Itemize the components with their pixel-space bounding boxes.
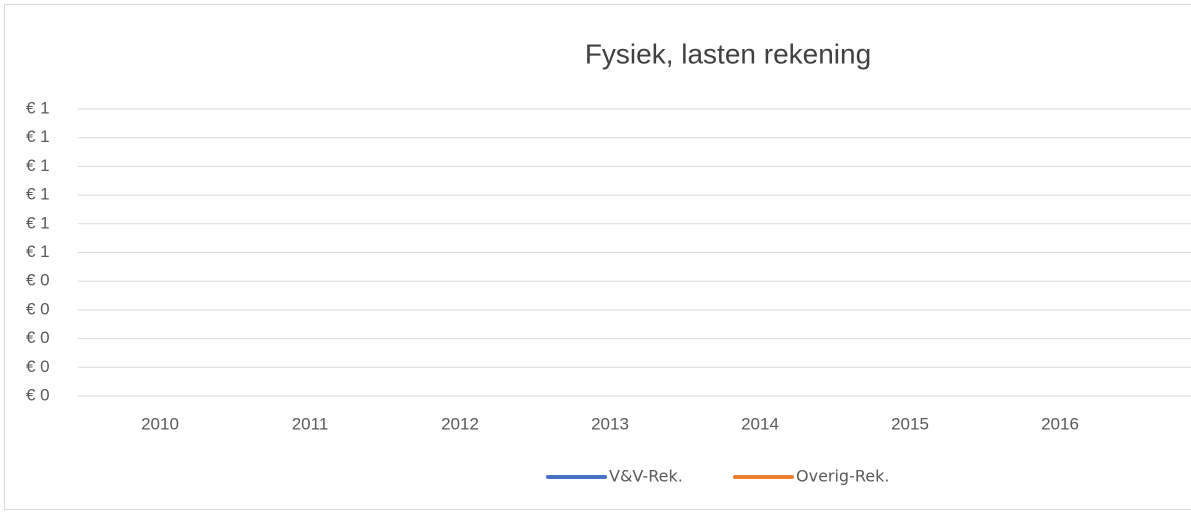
y-tick-label: € 1 [26,242,50,261]
y-tick-label: € 0 [26,328,50,347]
y-tick-label: € 0 [26,357,50,376]
chart-border [4,4,1191,510]
y-tick-label: € 0 [26,271,50,290]
x-tick-label: 2016 [1041,414,1079,433]
chart-title: Fysiek, lasten rekening [585,38,871,69]
y-tick-label: € 0 [26,385,50,404]
y-tick-label: € 0 [26,299,50,318]
y-tick-label: € 1 [26,156,50,175]
y-tick-label: € 1 [26,98,50,117]
y-tick-label: € 1 [26,213,50,232]
x-tick-label: 2013 [591,414,629,433]
x-tick-label: 2010 [141,414,179,433]
y-tick-label: € 1 [26,127,50,146]
legend-label: V&V-Rek. [609,467,683,486]
x-tick-label: 2011 [292,414,329,433]
x-tick-label: 2015 [891,414,929,433]
y-tick-label: € 1 [26,185,50,204]
legend-label: Overig-Rek. [796,467,889,486]
x-tick-label: 2012 [441,414,479,433]
x-tick-label: 2014 [741,414,779,433]
